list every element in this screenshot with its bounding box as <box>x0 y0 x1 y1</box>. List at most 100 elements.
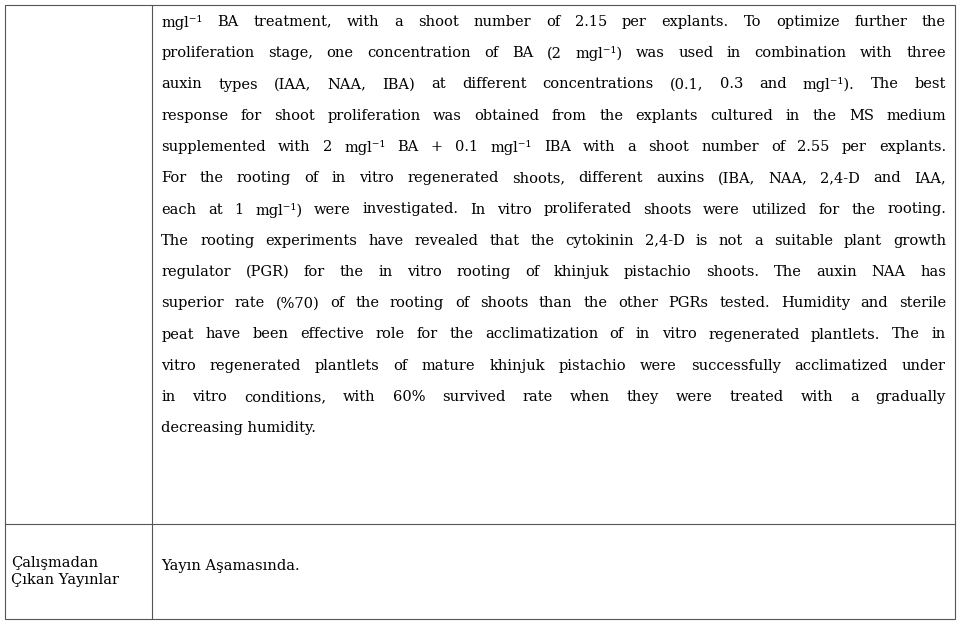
Text: proliferation: proliferation <box>161 46 254 61</box>
Text: number: number <box>702 140 759 154</box>
Text: of: of <box>304 171 319 185</box>
Text: the: the <box>340 265 364 279</box>
Text: auxins: auxins <box>656 171 705 185</box>
Text: rooting: rooting <box>237 171 291 185</box>
Text: shoot: shoot <box>649 140 689 154</box>
Text: per: per <box>842 140 867 154</box>
Text: 2,4-D: 2,4-D <box>820 171 860 185</box>
Text: 0.3: 0.3 <box>720 77 743 92</box>
Text: auxin: auxin <box>816 265 857 279</box>
Text: auxin: auxin <box>161 77 202 92</box>
Text: the: the <box>530 234 554 248</box>
Text: plantlets: plantlets <box>315 359 380 373</box>
Text: vitro: vitro <box>161 359 196 373</box>
Text: pistachio: pistachio <box>624 265 691 279</box>
Text: supplemented: supplemented <box>161 140 266 154</box>
Text: mgl⁻¹: mgl⁻¹ <box>344 140 385 155</box>
Text: proliferated: proliferated <box>543 203 632 217</box>
Text: in: in <box>378 265 393 279</box>
Text: treatment,: treatment, <box>253 15 332 29</box>
Text: the: the <box>852 203 876 217</box>
Text: decreasing humidity.: decreasing humidity. <box>161 421 316 436</box>
Text: (PGR): (PGR) <box>246 265 289 279</box>
Text: regulator: regulator <box>161 265 230 279</box>
Text: with: with <box>347 15 379 29</box>
Text: mgl⁻¹): mgl⁻¹) <box>575 46 622 61</box>
Text: optimize: optimize <box>776 15 839 29</box>
Text: shoots: shoots <box>480 296 528 310</box>
Text: is: is <box>696 234 708 248</box>
Text: of: of <box>610 328 624 341</box>
Text: NAA: NAA <box>872 265 905 279</box>
Text: were: were <box>703 203 740 217</box>
Text: plant: plant <box>844 234 882 248</box>
Text: growth: growth <box>893 234 946 248</box>
Text: the: the <box>584 296 608 310</box>
Text: with: with <box>278 140 311 154</box>
Text: and: and <box>874 171 901 185</box>
Text: The: The <box>892 328 920 341</box>
Text: a: a <box>628 140 636 154</box>
Text: mgl⁻¹: mgl⁻¹ <box>161 15 203 30</box>
Text: acclimatized: acclimatized <box>795 359 888 373</box>
Text: best: best <box>915 77 946 92</box>
Text: in: in <box>932 328 946 341</box>
Text: a: a <box>755 234 763 248</box>
Text: they: they <box>627 390 659 404</box>
Text: mgl⁻¹).: mgl⁻¹). <box>803 77 854 92</box>
Text: In: In <box>470 203 485 217</box>
Text: IBA: IBA <box>543 140 571 154</box>
Text: cultured: cultured <box>710 109 774 123</box>
Text: was: was <box>433 109 462 123</box>
Text: vitro: vitro <box>407 265 442 279</box>
Text: the: the <box>599 109 623 123</box>
Text: in: in <box>727 46 741 61</box>
Text: The: The <box>871 77 899 92</box>
Text: (0.1,: (0.1, <box>670 77 704 92</box>
Text: each: each <box>161 203 197 217</box>
Text: khinjuk: khinjuk <box>490 359 545 373</box>
Text: of: of <box>455 296 469 310</box>
Text: of: of <box>771 140 785 154</box>
Text: has: has <box>920 265 946 279</box>
Text: explants: explants <box>636 109 698 123</box>
Text: concentration: concentration <box>367 46 470 61</box>
Text: regenerated: regenerated <box>407 171 498 185</box>
Text: a: a <box>850 390 859 404</box>
Text: different: different <box>462 77 526 92</box>
Text: the: the <box>449 328 473 341</box>
Text: 2: 2 <box>323 140 332 154</box>
Text: one: one <box>326 46 353 61</box>
Text: Çalışmadan
Çıkan Yayınlar: Çalışmadan Çıkan Yayınlar <box>11 557 119 587</box>
Text: investigated.: investigated. <box>362 203 458 217</box>
Text: used: used <box>678 46 713 61</box>
Text: vitro: vitro <box>661 328 696 341</box>
Text: concentrations: concentrations <box>542 77 654 92</box>
Text: of: of <box>330 296 345 310</box>
Text: stage,: stage, <box>268 46 313 61</box>
Text: regenerated: regenerated <box>708 328 800 341</box>
Text: Yayın Aşamasında.: Yayın Aşamasında. <box>161 559 300 573</box>
Text: explants.: explants. <box>661 15 729 29</box>
Text: for: for <box>303 265 325 279</box>
Text: mgl⁻¹: mgl⁻¹ <box>491 140 532 155</box>
Text: explants.: explants. <box>878 140 946 154</box>
Text: for: for <box>819 203 840 217</box>
Text: when: when <box>569 390 610 404</box>
Text: per: per <box>622 15 647 29</box>
Text: shoot: shoot <box>418 15 459 29</box>
Text: conditions,: conditions, <box>244 390 326 404</box>
Text: revealed: revealed <box>415 234 478 248</box>
Text: were: were <box>640 359 677 373</box>
Text: vitro: vitro <box>192 390 228 404</box>
Text: tested.: tested. <box>719 296 770 310</box>
Text: in: in <box>786 109 800 123</box>
Text: have: have <box>369 234 403 248</box>
Text: khinjuk: khinjuk <box>554 265 610 279</box>
Text: obtained: obtained <box>474 109 540 123</box>
Text: shoots,: shoots, <box>512 171 565 185</box>
Text: the: the <box>812 109 836 123</box>
Text: of: of <box>484 46 498 61</box>
Text: regenerated: regenerated <box>210 359 301 373</box>
Text: for: for <box>417 328 438 341</box>
